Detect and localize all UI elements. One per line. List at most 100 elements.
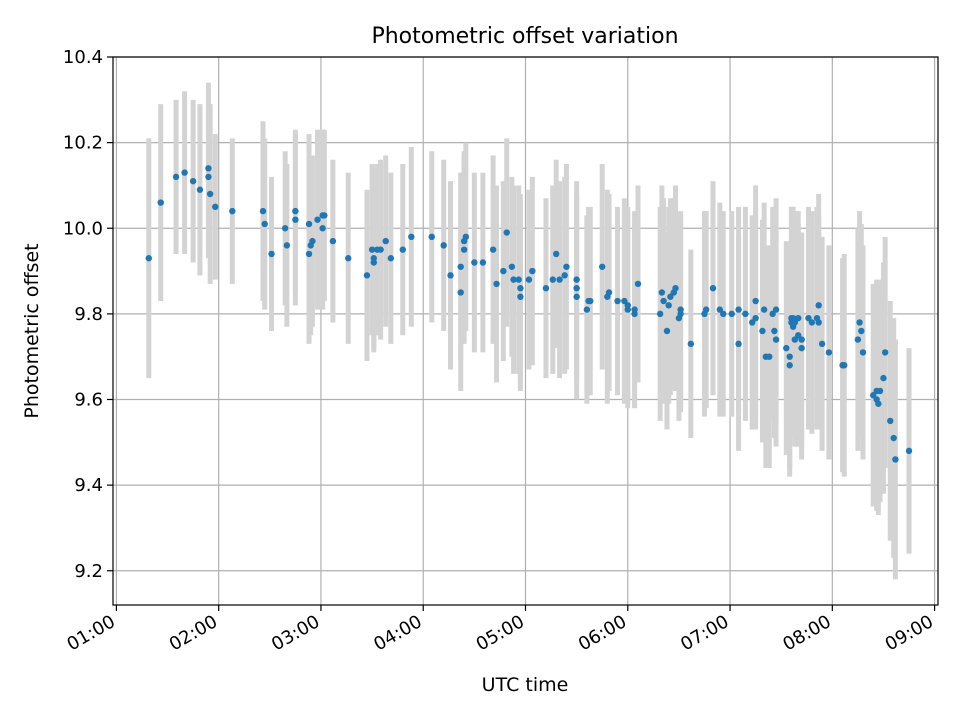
data-point bbox=[818, 340, 826, 348]
data-point bbox=[525, 276, 533, 283]
data-point bbox=[795, 314, 802, 322]
data-point bbox=[798, 344, 805, 352]
y-tick-label: 10.0 bbox=[63, 218, 103, 239]
data-point bbox=[462, 233, 470, 241]
data-point bbox=[614, 297, 621, 305]
data-point bbox=[314, 216, 321, 223]
data-point bbox=[667, 293, 674, 300]
data-point bbox=[905, 447, 913, 455]
data-point bbox=[508, 263, 516, 270]
data-point bbox=[457, 263, 464, 270]
data-point bbox=[440, 242, 447, 249]
data-point bbox=[503, 229, 510, 236]
data-point bbox=[876, 387, 884, 395]
data-point bbox=[457, 289, 464, 296]
data-point bbox=[517, 284, 524, 292]
y-tick-label: 9.2 bbox=[74, 561, 103, 582]
y-tick-label: 10.4 bbox=[63, 47, 103, 68]
chart-title: Photometric offset variation bbox=[371, 24, 678, 49]
data-point bbox=[319, 225, 326, 232]
data-point bbox=[157, 199, 164, 206]
data-point bbox=[292, 216, 299, 223]
data-point bbox=[677, 310, 684, 318]
data-point bbox=[205, 173, 212, 181]
y-tick-label: 9.6 bbox=[74, 390, 103, 411]
data-point bbox=[181, 169, 188, 176]
data-point bbox=[329, 237, 337, 245]
data-point bbox=[305, 220, 313, 228]
y-axis-ticks: 9.2 9.4 9.6 9.8 10.0 10.2 10.4 bbox=[63, 47, 113, 582]
data-point bbox=[771, 327, 778, 335]
data-point bbox=[870, 392, 877, 399]
data-point bbox=[631, 306, 638, 313]
data-point bbox=[702, 306, 710, 313]
data-point bbox=[605, 289, 613, 296]
data-point bbox=[573, 284, 580, 292]
data-point bbox=[145, 255, 152, 262]
data-point bbox=[447, 272, 454, 279]
data-point bbox=[321, 212, 328, 219]
data-point bbox=[281, 225, 289, 232]
data-point bbox=[268, 250, 275, 258]
data-point bbox=[573, 293, 580, 300]
data-point bbox=[283, 242, 291, 249]
data-point bbox=[573, 276, 580, 283]
data-point bbox=[212, 203, 219, 211]
data-point bbox=[377, 246, 384, 253]
data-point bbox=[783, 344, 790, 352]
data-point bbox=[399, 246, 406, 253]
data-point bbox=[720, 310, 727, 318]
data-point bbox=[460, 246, 468, 253]
data-point bbox=[825, 349, 833, 356]
data-point bbox=[687, 340, 695, 348]
data-point bbox=[408, 233, 415, 241]
data-point bbox=[599, 263, 606, 270]
data-point bbox=[665, 302, 672, 309]
data-point bbox=[772, 306, 780, 313]
data-point bbox=[196, 186, 204, 193]
data-point bbox=[791, 336, 799, 343]
data-point bbox=[752, 314, 759, 322]
data-point bbox=[672, 284, 679, 292]
data-point bbox=[624, 306, 631, 313]
data-point bbox=[798, 336, 805, 343]
data-point bbox=[859, 349, 867, 356]
data-point bbox=[887, 417, 894, 425]
data-point bbox=[556, 276, 563, 283]
data-point bbox=[259, 207, 267, 215]
data-point bbox=[795, 332, 802, 339]
data-point bbox=[858, 327, 865, 335]
data-point bbox=[841, 362, 848, 369]
data-point bbox=[749, 319, 756, 326]
data-point bbox=[892, 456, 899, 463]
data-point bbox=[709, 284, 717, 292]
data-point bbox=[890, 434, 897, 442]
data-point bbox=[428, 233, 435, 241]
data-point bbox=[656, 310, 664, 318]
data-point bbox=[716, 306, 724, 313]
data-point bbox=[759, 327, 766, 335]
data-point bbox=[489, 246, 497, 253]
data-point bbox=[815, 319, 822, 326]
data-point bbox=[206, 190, 214, 198]
data-point bbox=[583, 306, 591, 313]
data-point bbox=[510, 276, 517, 283]
data-points bbox=[145, 165, 913, 463]
data-point bbox=[172, 173, 180, 181]
data-point bbox=[634, 280, 642, 288]
data-point bbox=[387, 255, 395, 262]
data-point bbox=[786, 353, 793, 360]
data-point bbox=[663, 327, 671, 335]
data-point bbox=[515, 276, 522, 283]
data-point bbox=[875, 400, 882, 407]
data-point bbox=[658, 289, 666, 296]
data-point bbox=[479, 259, 487, 266]
data-point bbox=[735, 340, 742, 348]
data-point bbox=[621, 297, 628, 305]
data-point bbox=[752, 297, 759, 305]
data-point bbox=[500, 267, 507, 275]
data-point bbox=[292, 207, 299, 215]
data-point bbox=[856, 319, 863, 326]
data-point bbox=[728, 310, 735, 318]
